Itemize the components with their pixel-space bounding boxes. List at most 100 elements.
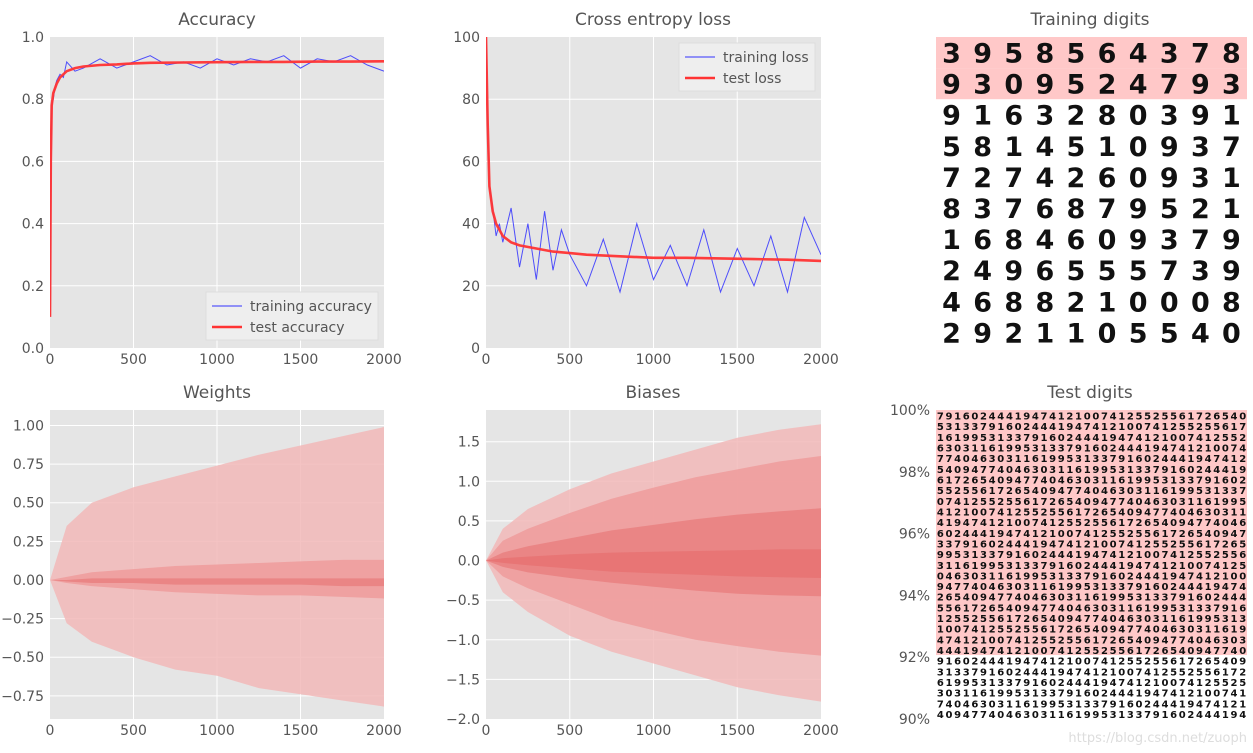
test-digit: 5	[1170, 603, 1177, 614]
test-digit: 0	[1084, 412, 1091, 423]
test-digit: 5	[1075, 635, 1082, 646]
test-digit: 4	[980, 657, 987, 668]
test-digit: 2	[1196, 657, 1203, 668]
test-digit: 9	[1170, 571, 1177, 582]
test-digit: 9	[1153, 603, 1160, 614]
loss-series-test-loss	[486, 37, 821, 263]
test-digit: 7	[1084, 614, 1091, 625]
test-digit: 4	[1023, 667, 1030, 678]
test-digit: 9	[1231, 710, 1238, 721]
test-digit: 6	[1136, 454, 1143, 465]
test-digit: 2	[1136, 518, 1143, 529]
test-digit: 2	[1161, 667, 1168, 678]
test-digit: 4	[1049, 412, 1056, 423]
test-digit: 7	[1170, 444, 1177, 455]
training-digit: 5	[1160, 318, 1179, 349]
test-digit: 1	[1110, 667, 1117, 678]
test-digit: 1	[1075, 593, 1082, 604]
test-digit: 3	[963, 422, 970, 433]
test-digit: 0	[1015, 518, 1022, 529]
test-digit: 4	[1110, 550, 1117, 561]
test-digit: 1	[1075, 710, 1082, 721]
test-digit: 2	[1213, 433, 1220, 444]
test-digit: 4	[1101, 497, 1108, 508]
test-digit: 4	[1032, 486, 1039, 497]
test-digit: 9	[1213, 582, 1220, 593]
test-digit: 4	[963, 518, 970, 529]
test-digit: 4	[954, 635, 961, 646]
test-digit: 1	[1127, 454, 1134, 465]
test-digit: 1	[1110, 657, 1117, 668]
test-digit: 1	[1092, 678, 1099, 689]
test-digit: 5	[980, 433, 987, 444]
test-digit: 6	[980, 486, 987, 497]
test-digit: 0	[1015, 582, 1022, 593]
training-digit: 5	[1004, 39, 1023, 70]
test-digit: 6	[1205, 497, 1212, 508]
test-digit: 1	[1179, 561, 1186, 572]
accuracy-ytick-label: 0.8	[22, 92, 44, 108]
test-digit: 1	[1196, 497, 1203, 508]
test-digit: 4	[1066, 550, 1073, 561]
test-digit: 7	[1075, 529, 1082, 540]
test-digit: 7	[1049, 603, 1056, 614]
test-digit: 2	[1066, 433, 1073, 444]
test-digit: 3	[1066, 571, 1073, 582]
test-digit: 4	[937, 710, 944, 721]
test-digit: 7	[989, 507, 996, 518]
test-digit: 1	[1058, 710, 1065, 721]
test-digit: 4	[1075, 433, 1082, 444]
test-digit: 4	[1222, 465, 1229, 476]
test-digit: 1	[954, 422, 961, 433]
test-digit: 1	[1006, 657, 1013, 668]
test-digit: 6	[1205, 657, 1212, 668]
test-digit: 5	[980, 476, 987, 487]
test-digit: 4	[1222, 593, 1229, 604]
test-digit: 9	[971, 646, 978, 657]
test-digit: 7	[1213, 539, 1220, 550]
test-digit: 0	[1075, 657, 1082, 668]
test-digit: 4	[997, 646, 1004, 657]
test-digit: 3	[1075, 476, 1082, 487]
test-digit: 7	[1084, 422, 1091, 433]
test-digit: 4	[1127, 444, 1134, 455]
test-digit: 2	[1179, 529, 1186, 540]
test-digit: 7	[945, 497, 952, 508]
accuracy-legend-label: training accuracy	[250, 299, 372, 315]
test-digit: 1	[954, 433, 961, 444]
test-digit: 2	[1196, 422, 1203, 433]
test-digit: 3	[1092, 582, 1099, 593]
test-digit: 1	[1041, 444, 1048, 455]
test-digit: 1	[1101, 593, 1108, 604]
test-digit: 6	[1161, 486, 1168, 497]
test-digit: 3	[1101, 454, 1108, 465]
test-digit: 0	[1041, 646, 1048, 657]
test-digit: 9	[963, 433, 970, 444]
test-digit: 4	[1066, 539, 1073, 550]
test-digit: 1	[1144, 444, 1151, 455]
training-digit: 8	[1222, 287, 1241, 318]
test-digit: 7	[1222, 689, 1229, 700]
test-digit: 4	[1092, 433, 1099, 444]
training-digit: 6	[1004, 101, 1023, 132]
test-digit: 3	[1161, 497, 1168, 508]
test-digit: 7	[963, 582, 970, 593]
test-digit: 4	[989, 412, 996, 423]
test-digit: 6	[1179, 614, 1186, 625]
test-digit: 4	[1170, 507, 1177, 518]
test-digit: 9	[1153, 710, 1160, 721]
test-digit: 1	[1231, 454, 1238, 465]
test-digit: 1	[945, 678, 952, 689]
test-digit: 1	[1006, 646, 1013, 657]
test-digit: 6	[945, 433, 952, 444]
test-digit: 5	[1023, 444, 1030, 455]
test-digit: 2	[971, 657, 978, 668]
test-digit: 0	[945, 710, 952, 721]
test-digit: 3	[1049, 444, 1056, 455]
weights-ytick-label: 0.25	[13, 534, 44, 550]
test-digit: 6	[989, 444, 996, 455]
test-digit: 1	[1222, 561, 1229, 572]
test-digit: 3	[1222, 614, 1229, 625]
test-digit: 5	[1101, 518, 1108, 529]
